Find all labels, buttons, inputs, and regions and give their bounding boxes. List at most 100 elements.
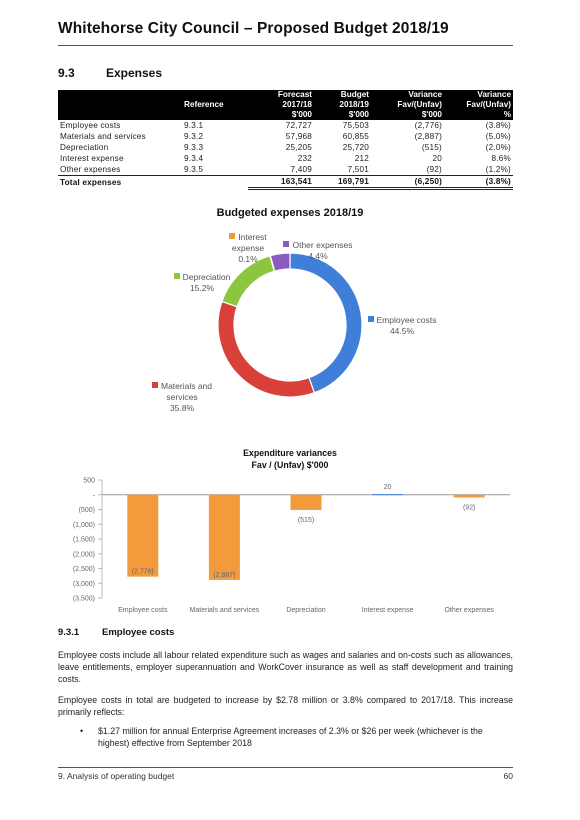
row-budget: 7,501 (314, 164, 371, 176)
total-forecast: 163,541 (248, 175, 314, 190)
col-variance-pct-h2: Fav/(Unfav) (444, 100, 513, 110)
row-ref: 9.3.2 (184, 132, 204, 141)
pie-label-other-expenses: Other expenses 4.4% (278, 240, 358, 262)
col-budget-h1: Budget (314, 90, 371, 100)
x-category-label: Interest expense (362, 607, 414, 614)
x-category-label: Depreciation (286, 607, 325, 614)
total-variance-pct: (3.8%) (444, 175, 513, 190)
table-total-row: Total expenses 163,541 169,791 (6,250) (… (58, 175, 513, 190)
row-budget: 212 (354, 154, 369, 163)
bar-data-label: 20 (384, 484, 392, 491)
pie-slice-materials-and-services (217, 300, 316, 398)
row-variance: (515) (421, 143, 442, 152)
table-row: Depreciation 9.3.3 25,205 25,720 (515) (… (58, 142, 513, 153)
x-category-label: Employee costs (118, 607, 168, 614)
row-variance: (92) (371, 164, 444, 176)
row-ref: 9.3.3 (184, 143, 204, 152)
bar-chart-title-line: Expenditure variances (243, 448, 337, 458)
y-tick-label: (1,500) (73, 537, 95, 544)
bullet-text: $1.27 million for annual Enterprise Agre… (98, 726, 483, 748)
pie-label-text: expense (231, 243, 265, 253)
legend-swatch (173, 273, 180, 279)
section-heading: 9.3 Expenses (58, 66, 162, 80)
section-number: 9.3 (58, 66, 75, 80)
paragraph: Employee costs include all labour relate… (58, 650, 513, 684)
legend-swatch (151, 382, 158, 388)
title-rule (58, 45, 513, 46)
bar-materials-and-services (208, 494, 240, 580)
row-ref: 9.3.4 (184, 154, 204, 163)
subsection-number: 9.3.1 (58, 627, 80, 638)
total-variance: (6,250) (371, 175, 444, 190)
legend-swatch (229, 233, 236, 239)
col-forecast-h2: 2017/18 (248, 100, 314, 110)
bar-data-label: (515) (298, 517, 314, 524)
row-variance-pct: 8.6% (491, 154, 511, 163)
col-variance-pct-h3: % (444, 110, 513, 120)
bar-interest-expense (372, 494, 404, 496)
col-variance-h2: Fav/(Unfav) (371, 100, 444, 110)
bullet-item: • $1.27 million for annual Enterprise Ag… (58, 725, 513, 749)
pie-label-text: Depreciation (182, 272, 231, 282)
footer-section: 9. Analysis of operating budget (58, 771, 175, 781)
pie-label-text: services (166, 392, 198, 402)
section-title: Expenses (106, 66, 163, 80)
pie-slice-employee-costs (289, 252, 363, 394)
bar-data-label: (2,887) (213, 572, 235, 579)
document-title: Whitehorse City Council – Proposed Budge… (58, 20, 449, 37)
row-variance-pct: (2.0%) (485, 143, 511, 152)
pie-label-text: Employee costs (376, 315, 437, 325)
row-variance-pct: (3.8%) (485, 121, 511, 130)
pie-label-text: 15.2% (189, 283, 215, 293)
table-row: Materials and services 9.3.2 57,968 60,8… (58, 131, 513, 142)
bullet-icon: • (80, 726, 84, 736)
row-label: Other expenses (60, 165, 121, 174)
y-tick-label: - (93, 492, 96, 499)
row-variance: (2,887) (414, 132, 442, 141)
y-tick-label: 500 (83, 478, 95, 485)
col-budget-h3: $'000 (314, 110, 371, 120)
footer-rule (58, 767, 513, 768)
bar-data-label: (92) (463, 504, 475, 511)
y-tick-label: (2,000) (73, 551, 95, 558)
pie-label-text: 35.8% (169, 403, 195, 413)
row-label: Depreciation (60, 143, 109, 152)
bar-other-expenses (453, 494, 485, 498)
col-budget-h2: 2018/19 (314, 100, 371, 110)
bar-employee-costs (127, 494, 159, 577)
row-ref: 9.3.1 (184, 121, 204, 130)
legend-swatch (283, 241, 290, 247)
row-label: Materials and services (60, 132, 146, 141)
row-ref: 9.3.5 (184, 165, 204, 174)
table-header-row: $'000 $'000 $'000 % (58, 110, 513, 120)
bar-data-label: (2,776) (132, 569, 154, 576)
row-forecast: 72,727 (285, 121, 312, 130)
pie-label-interest-expense: Interest expense 0.1% (208, 232, 288, 265)
col-forecast-h3: $'000 (248, 110, 314, 120)
y-tick-label: (1,000) (73, 522, 95, 529)
pie-label-materials-and-services: Materials and services 35.8% (142, 381, 222, 414)
pie-label-employee-costs: Employee costs 44.5% (362, 315, 442, 337)
total-budget: 169,791 (314, 175, 371, 190)
row-forecast: 232 (297, 154, 312, 163)
budgeted-expenses-donut-chart (217, 252, 363, 398)
table-header-row: Forecast Budget Variance Variance (58, 90, 513, 100)
x-category-label: Materials and services (190, 607, 260, 614)
row-variance: 20 (432, 154, 442, 163)
col-forecast-h1: Forecast (248, 90, 314, 100)
subsection-heading: 9.3.1 Employee costs (58, 627, 174, 638)
expenditure-variances-bar-chart: 500 - (500) (1,000) (1,500) (2,000) (2,500) (3,… (73, 478, 510, 614)
total-label: Total expenses (58, 175, 182, 189)
x-category-label: Other expenses (444, 607, 494, 614)
row-budget: 75,503 (342, 121, 369, 130)
pie-slice-other-expenses (269, 252, 291, 272)
paragraph: Employee costs in total are budgeted to … (58, 695, 513, 717)
row-forecast: 25,205 (285, 143, 312, 152)
bar-depreciation (290, 494, 322, 510)
col-reference-header: Reference (182, 100, 248, 110)
row-forecast: 7,409 (248, 164, 314, 176)
row-forecast: 57,968 (285, 132, 312, 141)
subsection-title: Employee costs (102, 627, 175, 638)
col-variance-h1: Variance (371, 90, 444, 100)
expenses-table: Forecast Budget Variance Variance Refere… (58, 90, 513, 190)
